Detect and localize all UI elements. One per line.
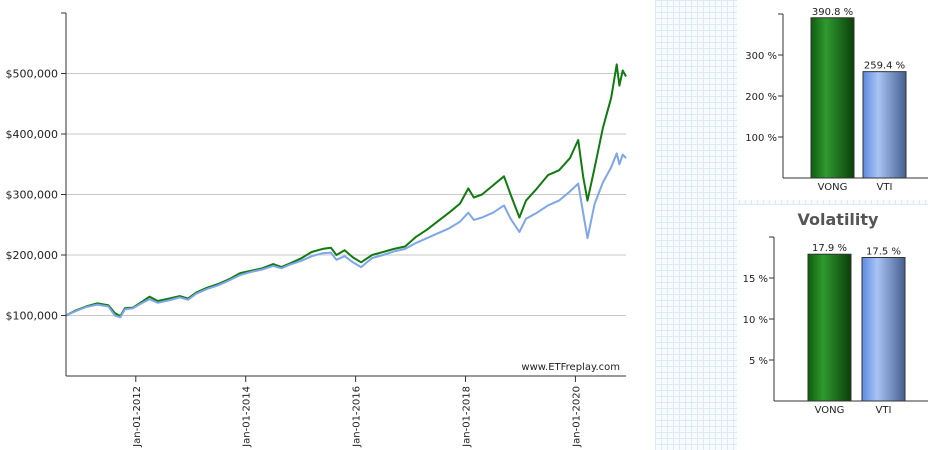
y-tick-label: $400,000 [6,128,59,141]
y-tick-label: 15 % [743,274,768,285]
bar-vti [862,71,907,179]
x-tick-label: Jan-01-2014 [242,386,253,448]
y-tick-label: $500,000 [6,68,59,81]
bar-value-label: 259.4 % [864,61,905,72]
series-line-0 [65,63,627,318]
x-tick-label: Jan-01-2016 [352,386,363,448]
category-label: VTI [876,405,892,416]
y-tick-label: 100 % [745,133,777,144]
volatility-bar-chart: Volatility 5 % 10 % 15 % 17.9 % VONG 17.5 % VTI [743,210,928,416]
y-tick-label: $100,000 [6,310,59,323]
growth-line-chart: $100,000 $200,000 $300,000 $400,000 $500,000… [6,12,627,448]
bar-value-label: 17.5 % [866,247,901,258]
series-line-1 [65,152,627,319]
y-tick-label: $300,000 [6,189,59,202]
bar-vong [810,17,855,179]
bar-value-label: 390.8 % [812,7,853,18]
bar-value-label: 17.9 % [812,243,847,254]
category-label: VTI [877,182,893,193]
y-tick-label: $200,000 [6,249,59,262]
category-label: VONG [815,405,845,416]
watermark-text: www.ETFreplay.com [521,362,620,373]
x-tick-label: Jan-01-2020 [571,386,582,448]
y-tick-label: 300 % [745,51,777,62]
volatility-title: Volatility [798,210,880,229]
y-tick-label: 5 % [749,356,768,367]
category-label: VONG [818,182,848,193]
y-tick-label: 200 % [745,92,777,103]
growth-chart-panel: $100,000 $200,000 $300,000 $400,000 $500,000… [5,12,627,448]
bar-vti [861,257,906,402]
x-tick-label: Jan-01-2018 [462,386,473,448]
volatility-chart-panel: Volatility 5 % 10 % 15 % 17.9 % VONG 17.5 % VTI [737,205,928,450]
bar-vong [807,253,852,402]
x-tick-label: Jan-01-2012 [132,386,143,448]
y-tick-label: 10 % [743,315,768,326]
return-bar-chart: 100 % 200 % 300 % 390.8 % VONG 259.4 % VTI [745,7,928,193]
return-chart-panel: 100 % 200 % 300 % 390.8 % VONG 259.4 % VTI [737,0,928,200]
